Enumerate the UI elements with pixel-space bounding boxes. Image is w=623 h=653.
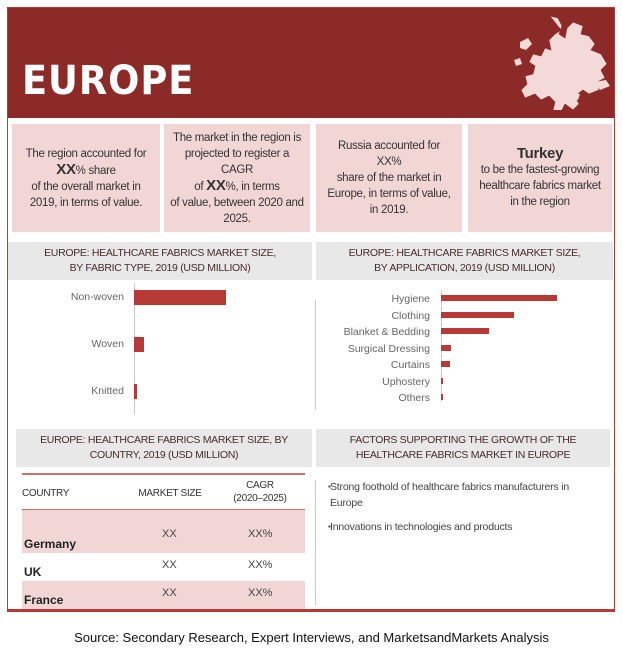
- category-label: Woven: [91, 338, 125, 350]
- highlight-value: XX: [206, 176, 226, 194]
- country-cell: France: [24, 593, 64, 607]
- category-label: Hygiene: [391, 293, 430, 305]
- card-highlight: of XX%, in terms: [170, 176, 304, 195]
- card-text: of the overall market in 2019, in terms …: [29, 180, 143, 209]
- card-text: %, in terms: [225, 180, 281, 193]
- category-label: Others: [398, 392, 430, 404]
- column-header-country: COUNTRY: [22, 488, 70, 499]
- source-note: Source: Secondary Research, Expert Inter…: [74, 630, 549, 645]
- card-text: share of the market in Europe, in terms …: [327, 172, 451, 216]
- category-label: Knitted: [91, 385, 124, 397]
- region-title: EUROPE: [22, 58, 195, 104]
- section-title-line: COUNTRY, 2019 (USD MILLION): [89, 449, 239, 461]
- divider: [315, 480, 316, 605]
- category-label: Clothing: [391, 309, 430, 322]
- bar: [134, 290, 226, 305]
- fabric-type-section-title: EUROPE: HEALTHCARE FABRICS MARKET SIZE, …: [8, 242, 312, 280]
- header-banner: [8, 8, 614, 118]
- card-text: % share: [75, 164, 116, 177]
- highlight-value: XX%: [376, 156, 402, 168]
- divider: [315, 300, 316, 410]
- category-label: Curtains: [390, 359, 430, 371]
- card-text: The market in the region is projected to…: [172, 131, 302, 176]
- section-title-line: HEALTHCARE FABRICS MARKET IN EUROPE: [355, 449, 571, 461]
- application-section-title: EUROPE: HEALTHCARE FABRICS MARKET SIZE, …: [316, 242, 613, 280]
- card-text: of: [194, 180, 204, 193]
- bar: [441, 344, 452, 351]
- bar: [134, 337, 145, 352]
- column-header-cagr: CAGR: [246, 480, 274, 491]
- turkey-card: Turkey to be the fastest-growing healthc…: [468, 124, 612, 232]
- category-label: Blanket & Bedding: [343, 326, 430, 338]
- cagr-cell: XX%: [248, 559, 273, 571]
- bar: [441, 295, 557, 301]
- share-card: The region accounted for XX% share of th…: [12, 124, 160, 232]
- bar: [441, 361, 451, 367]
- europe-map-icon: [514, 15, 610, 110]
- card-text: of value, between 2020 and 2025.: [170, 196, 304, 225]
- section-title-line: EUROPE: HEALTHCARE FABRICS MARKET SIZE,: [348, 247, 581, 259]
- section-title-line: FACTORS SUPPORTING THE GROWTH OF THE: [349, 434, 577, 446]
- market-size-cell: XX: [162, 587, 177, 599]
- table-header-rule: [22, 509, 305, 510]
- section-title-line: EUROPE: HEALTHCARE FABRICS MARKET SIZE,: [44, 247, 276, 259]
- card-text: to be the fastest-growing healthcare fab…: [479, 164, 601, 208]
- cagr-cell: XX%: [248, 587, 273, 599]
- russia-card: Russia accounted for XX% share of the ma…: [316, 124, 462, 232]
- highlight-value: XX: [56, 160, 76, 178]
- highlight-value: Turkey: [516, 145, 564, 162]
- cagr-card: The market in the region is projected to…: [164, 124, 310, 232]
- column-header-cagr-period: (2020–2025): [233, 493, 287, 504]
- bar: [441, 311, 515, 318]
- table-row: Germany XX XX%: [22, 510, 305, 553]
- bar: [441, 394, 444, 400]
- card-text: Russia accounted for: [337, 140, 441, 152]
- column-header-market-size: MARKET SIZE: [138, 488, 202, 499]
- bar: [134, 384, 137, 399]
- factors-section-title: FACTORS SUPPORTING THE GROWTH OF THE HEA…: [316, 429, 610, 467]
- category-label: Surgical Dressing: [347, 342, 430, 355]
- table-row: France XX XX%: [22, 581, 305, 609]
- country-cell: Germany: [24, 537, 77, 551]
- country-cell: UK: [24, 565, 42, 579]
- card-highlight: XX% share: [18, 160, 154, 179]
- table-row: UK XX XX%: [22, 553, 305, 581]
- section-title-line: BY FABRIC TYPE, 2019 (USD MILLION): [69, 262, 251, 274]
- section-title-line: EUROPE: HEALTHCARE FABRICS MARKET SIZE, …: [40, 434, 288, 446]
- bar: [441, 377, 444, 384]
- category-label: Uphostery: [382, 375, 430, 388]
- factor-item: Innovations in technologies and products: [328, 519, 590, 535]
- category-label: Non-woven: [70, 291, 124, 303]
- market-size-cell: XX: [162, 528, 177, 540]
- country-section-title: EUROPE: HEALTHCARE FABRICS MARKET SIZE, …: [16, 429, 312, 467]
- card-text: The region accounted for: [25, 147, 147, 160]
- factor-item: Strong foothold of healthcare fabrics ma…: [328, 479, 590, 511]
- market-size-cell: XX: [162, 559, 177, 571]
- cagr-cell: XX%: [248, 528, 273, 540]
- table-top-rule: [22, 473, 305, 475]
- bar: [441, 328, 489, 334]
- section-title-line: BY APPLICATION, 2019 (USD MILLION): [374, 262, 555, 274]
